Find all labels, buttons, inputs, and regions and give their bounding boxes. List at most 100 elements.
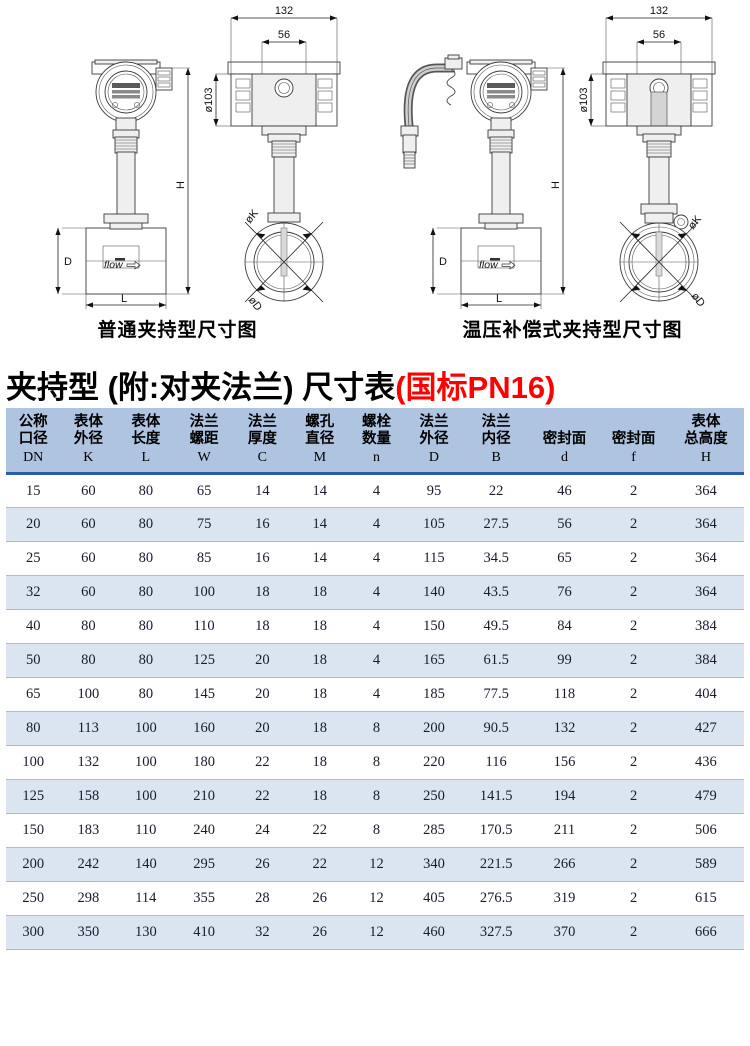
svg-text:132: 132	[275, 5, 293, 17]
cell-M: 26	[291, 881, 348, 916]
col-header-symbol: W	[197, 450, 211, 465]
col-header-cn-line: 公称	[18, 414, 48, 430]
cell-D: 460	[405, 915, 463, 950]
col-header-cn-line: 法兰	[247, 414, 277, 430]
svg-text:øD: øD	[689, 290, 708, 309]
cell-DN: 32	[6, 575, 61, 610]
cell-H: 589	[667, 847, 744, 882]
cell-L: 100	[116, 745, 176, 780]
cell-DN: 20	[6, 507, 61, 542]
dim-56-right: 56	[636, 29, 682, 74]
cell-H: 436	[667, 745, 744, 780]
cell-C: 18	[232, 609, 292, 644]
cell-n: 8	[347, 745, 406, 780]
cell-DN: 65	[6, 677, 61, 712]
cell-d: 319	[529, 881, 600, 916]
cell-L: 80	[116, 541, 176, 576]
cell-K: 158	[60, 779, 117, 814]
cell-n: 4	[347, 575, 406, 610]
cell-n: 12	[347, 915, 406, 950]
table-row: 32 60 80 100 18 18 4 140 43.5 76 2 364	[6, 575, 744, 610]
side-view-compensated: øK øD 132	[578, 5, 716, 309]
col-header-L: 表体 长度 L	[116, 408, 176, 475]
cell-C: 26	[232, 847, 292, 882]
cell-D: 220	[405, 745, 463, 780]
cell-B: 49.5	[462, 609, 530, 644]
cell-D: 105	[405, 507, 463, 542]
col-header-cn-line: 厚度	[247, 431, 277, 447]
table-header-row: 公称 口径 DN 表体 外径 K 表体 长度 L 法兰 螺距 W 法兰 厚度 C 螺孔 直径 M 螺栓 数量 n 法兰 外径…	[6, 408, 744, 475]
cell-n: 8	[347, 813, 406, 848]
col-header-symbol: D	[428, 450, 440, 465]
table-row: 200 242 140 295 26 22 12 340 221.5 266 2 589	[6, 847, 744, 882]
cell-d: 118	[529, 677, 600, 712]
svg-text:H: H	[550, 181, 562, 189]
cell-f: 2	[599, 915, 668, 950]
cell-d: 56	[529, 507, 600, 542]
cell-B: 43.5	[462, 575, 530, 610]
dimension-drawings: flow D	[0, 0, 750, 316]
col-header-cn-line: 法兰	[481, 414, 511, 430]
cell-B: 27.5	[462, 507, 530, 542]
cell-W: 210	[175, 779, 233, 814]
col-header-symbol: f	[631, 450, 636, 465]
table-row: 300 350 130 410 32 26 12 460 327.5 370 2 666	[6, 915, 744, 950]
cell-B: 221.5	[462, 847, 530, 882]
cell-H: 364	[667, 473, 744, 508]
cell-n: 4	[347, 677, 406, 712]
cell-K: 183	[60, 813, 117, 848]
col-header-D: 法兰 外径 D	[405, 408, 463, 475]
cell-D: 285	[405, 813, 463, 848]
cell-DN: 250	[6, 881, 61, 916]
cell-L: 100	[116, 711, 176, 746]
table-row: 15 60 80 65 14 14 4 95 22 46 2 364	[6, 473, 744, 508]
cell-W: 180	[175, 745, 233, 780]
cell-B: 61.5	[462, 643, 530, 678]
cell-H: 384	[667, 643, 744, 678]
cell-DN: 150	[6, 813, 61, 848]
cell-f: 2	[599, 745, 668, 780]
table-row: 100 132 100 180 22 18 8 220 116 156 2 436	[6, 745, 744, 780]
cell-K: 113	[60, 711, 117, 746]
cell-D: 165	[405, 643, 463, 678]
cell-D: 150	[405, 609, 463, 644]
cell-H: 506	[667, 813, 744, 848]
cell-K: 60	[60, 541, 117, 576]
cell-H: 404	[667, 677, 744, 712]
cell-K: 80	[60, 643, 117, 678]
page-title-accent: (国标PN16)	[395, 369, 556, 405]
cell-D: 115	[405, 541, 463, 576]
cell-C: 18	[232, 575, 292, 610]
drawing-ordinary-clamp-type: flow D	[0, 0, 375, 316]
cell-d: 211	[529, 813, 600, 848]
cell-L: 80	[116, 575, 176, 610]
caption-ordinary-clamp-type: 普通夹持型尺寸图	[97, 320, 258, 341]
col-header-f: 密封面 f	[599, 408, 668, 475]
svg-text:56: 56	[653, 29, 665, 41]
cell-M: 18	[291, 779, 348, 814]
cell-C: 20	[232, 643, 292, 678]
cell-M: 18	[291, 643, 348, 678]
cell-f: 2	[599, 541, 668, 576]
col-header-symbol: C	[257, 450, 267, 465]
cell-W: 100	[175, 575, 233, 610]
cell-d: 76	[529, 575, 600, 610]
drawing-temp-pressure-compensated: flow D	[375, 0, 750, 316]
col-header-cn-line: 法兰	[419, 414, 449, 430]
cell-L: 80	[116, 643, 176, 678]
cell-d: 132	[529, 711, 600, 746]
cell-DN: 200	[6, 847, 61, 882]
dim-132-left: 132	[230, 5, 338, 74]
col-header-DN: 公称 口径 DN	[6, 408, 61, 475]
svg-text:øK: øK	[686, 213, 705, 232]
col-header-symbol: DN	[23, 450, 44, 465]
cell-K: 80	[60, 609, 117, 644]
cell-W: 65	[175, 473, 233, 508]
col-header-M: 螺孔 直径 M	[291, 408, 348, 475]
cell-W: 355	[175, 881, 233, 916]
side-view-ordinary: øK øD 132	[203, 5, 341, 313]
col-header-symbol: n	[373, 450, 380, 465]
cell-K: 60	[60, 473, 117, 508]
cell-L: 130	[116, 915, 176, 950]
cell-DN: 80	[6, 711, 61, 746]
